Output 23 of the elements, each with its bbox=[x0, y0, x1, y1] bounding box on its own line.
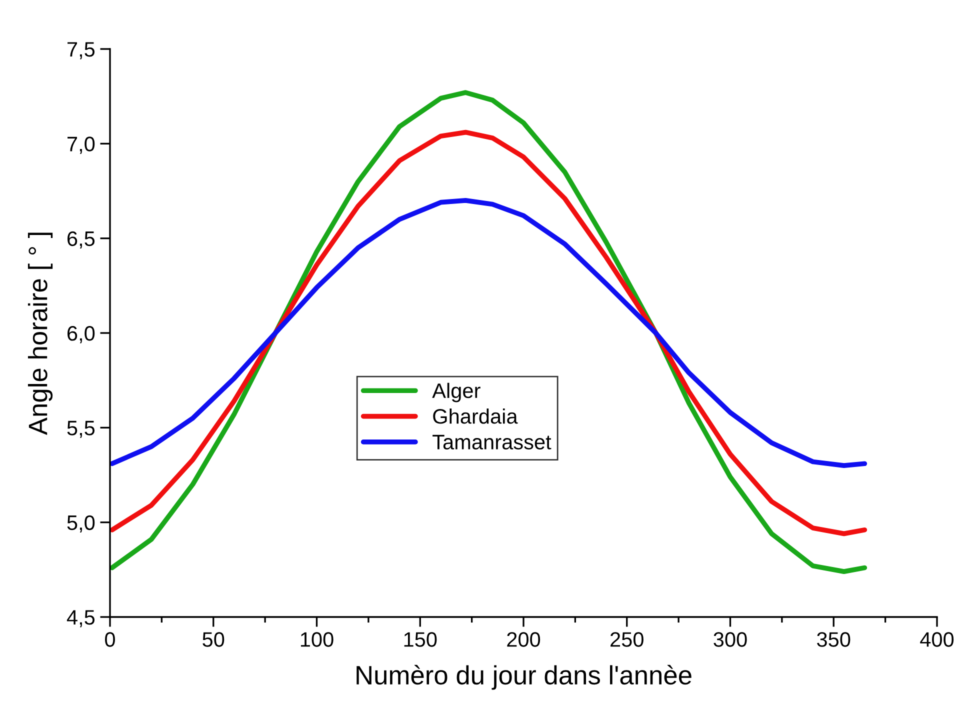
y-tick-label: 5,0 bbox=[67, 515, 95, 533]
x-tick-label: 50 bbox=[202, 632, 224, 647]
y-tick-label: 7,5 bbox=[68, 42, 95, 60]
y-axis-title: Angle horaire [ ° ] bbox=[28, 232, 53, 436]
x-tick-label: 400 bbox=[920, 632, 954, 647]
x-tick-label: 0 bbox=[105, 632, 115, 647]
x-tick-label: 150 bbox=[404, 632, 437, 647]
y-tick-label: 5,5 bbox=[67, 420, 95, 438]
x-axis-title: Numèro du jour dans l'annèe bbox=[356, 664, 692, 690]
y-tick-label: 4,5 bbox=[66, 610, 95, 628]
x-tick-label: 350 bbox=[817, 632, 850, 647]
x-tick-label: 300 bbox=[714, 632, 747, 647]
x-tick-label: 100 bbox=[300, 632, 334, 647]
legend-label: Ghardaia bbox=[433, 408, 518, 424]
x-tick-label: 250 bbox=[610, 632, 644, 647]
legend-label: Tamanrasset bbox=[432, 434, 552, 450]
y-tick-label: 6,0 bbox=[68, 326, 95, 344]
x-tick-label: 200 bbox=[507, 632, 540, 647]
y-tick-label: 6,5 bbox=[68, 231, 95, 249]
y-tick-label: 7,0 bbox=[68, 136, 95, 154]
legend-label: Alger bbox=[432, 382, 480, 402]
line-series bbox=[110, 198, 868, 468]
line-series bbox=[110, 130, 868, 536]
